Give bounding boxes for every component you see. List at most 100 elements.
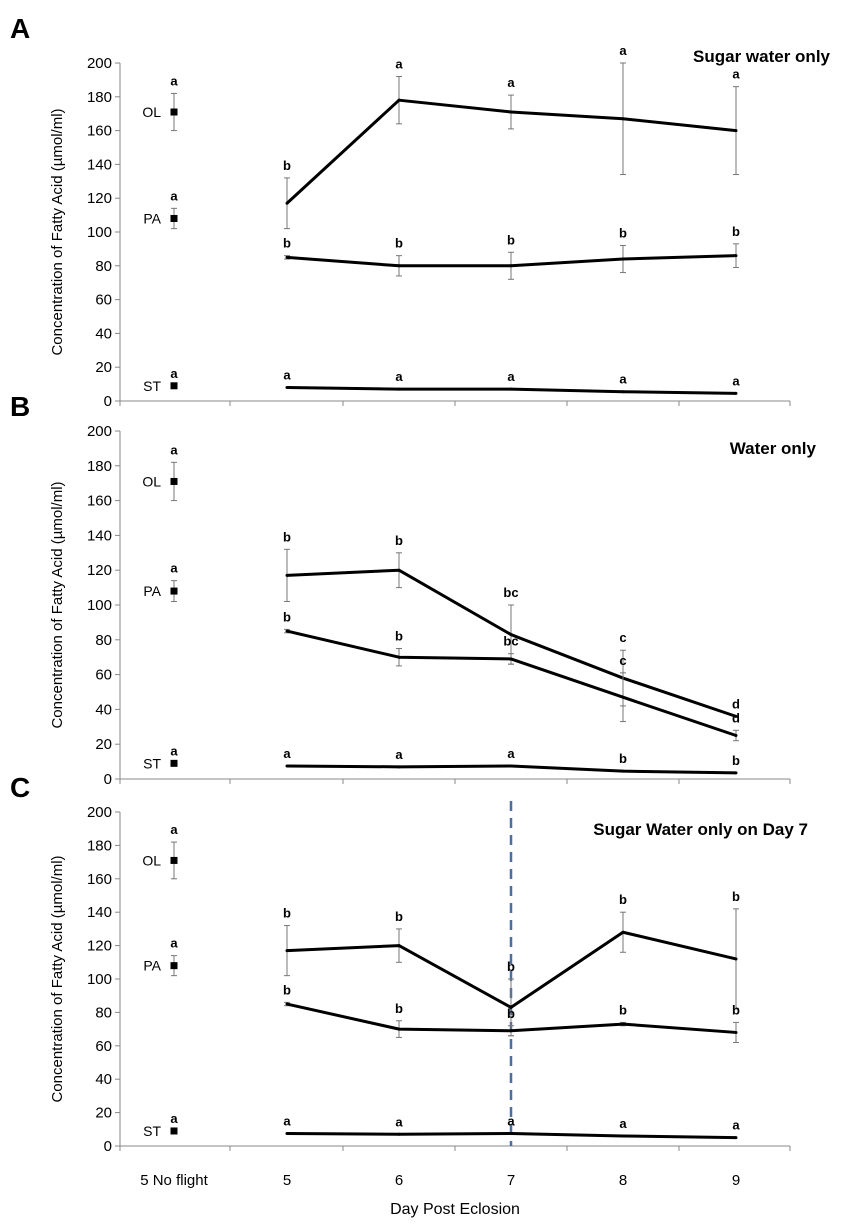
y-tick-label: 200: [87, 804, 112, 821]
control-sig-letter: a: [170, 73, 178, 88]
y-tick-label: 160: [87, 493, 112, 510]
y-tick-label: 160: [87, 123, 112, 140]
y-tick-label: 100: [87, 597, 112, 614]
x-tick-label: 8: [619, 1172, 627, 1189]
data-point-pa: [397, 264, 401, 268]
y-tick-label: 80: [95, 258, 112, 275]
control-sig-letter: a: [170, 1111, 178, 1126]
sig-letter: b: [619, 892, 627, 907]
data-point-ol: [734, 129, 738, 133]
data-point-pa: [509, 657, 513, 661]
y-tick-label: 200: [87, 423, 112, 440]
data-point-pa: [734, 734, 738, 737]
y-tick-label: 120: [87, 562, 112, 579]
data-point-ol: [285, 573, 289, 577]
data-point-ol: [734, 957, 738, 961]
y-tick-label: 160: [87, 871, 112, 888]
data-point-st: [621, 769, 625, 773]
y-tick-label: 120: [87, 938, 112, 955]
sig-letter: a: [283, 746, 291, 761]
y-tick-label: 80: [95, 632, 112, 649]
control-label-st: ST: [143, 1123, 161, 1139]
data-point-st: [621, 390, 625, 394]
panel-title: Sugar water only: [693, 47, 831, 66]
sig-letter: c: [619, 653, 626, 668]
y-axis-label: Concentration of Fatty Acid (µmol/ml): [49, 481, 66, 728]
data-point-st: [621, 1134, 625, 1138]
control-sig-letter: a: [170, 366, 178, 381]
y-tick-label: 140: [87, 527, 112, 544]
data-point-ol: [285, 201, 289, 205]
y-tick-label: 40: [95, 325, 112, 342]
control-label-ol: OL: [142, 852, 161, 868]
data-point-pa: [285, 1002, 289, 1006]
control-point-pa: [170, 962, 178, 970]
sig-letter: a: [507, 1113, 515, 1128]
sig-letter: b: [283, 158, 291, 173]
data-point-st: [509, 1131, 513, 1135]
data-point-ol: [509, 110, 513, 114]
data-point-pa: [397, 655, 401, 659]
data-point-st: [509, 387, 513, 391]
sig-letter: b: [619, 226, 627, 241]
y-tick-label: 100: [87, 224, 112, 241]
control-sig-letter: a: [170, 188, 178, 203]
sig-letter: a: [732, 373, 740, 388]
sig-letter: b: [283, 236, 291, 251]
y-tick-label: 60: [95, 292, 112, 309]
control-point-st: [170, 759, 178, 767]
y-tick-label: 60: [95, 1038, 112, 1055]
data-point-ol: [397, 98, 401, 102]
sig-letter: b: [283, 529, 291, 544]
y-tick-label: 180: [87, 837, 112, 854]
data-point-ol: [621, 930, 625, 934]
sig-letter: b: [732, 889, 740, 904]
x-tick-label: 5: [283, 1172, 291, 1189]
data-point-st: [285, 764, 289, 768]
sig-letter: a: [395, 747, 403, 762]
y-tick-label: 120: [87, 190, 112, 207]
y-tick-label: 60: [95, 667, 112, 684]
control-label-pa: PA: [143, 210, 161, 226]
sig-letter: a: [507, 75, 515, 90]
y-tick-label: 200: [87, 55, 112, 72]
y-tick-label: 180: [87, 89, 112, 106]
sig-letter: bc: [503, 585, 518, 600]
control-label-pa: PA: [143, 958, 161, 974]
data-point-ol: [285, 949, 289, 953]
y-tick-label: 0: [104, 393, 112, 410]
sig-letter: b: [283, 906, 291, 921]
control-point-st: [170, 1127, 178, 1135]
sig-letter: b: [283, 609, 291, 624]
sig-letter: b: [395, 909, 403, 924]
data-point-pa: [509, 264, 513, 268]
y-tick-label: 140: [87, 904, 112, 921]
data-point-pa: [621, 257, 625, 261]
sig-letter: b: [619, 751, 627, 766]
y-tick-label: 80: [95, 1004, 112, 1021]
sig-letter: b: [619, 1002, 627, 1017]
sig-letter: b: [395, 1001, 403, 1016]
control-label-ol: OL: [142, 104, 161, 120]
data-point-st: [397, 387, 401, 391]
data-point-pa: [397, 1027, 401, 1031]
data-point-st: [734, 391, 738, 395]
y-axis-label: Concentration of Fatty Acid (µmol/ml): [49, 855, 66, 1102]
sig-letter: d: [732, 710, 740, 725]
data-point-pa: [621, 1022, 625, 1026]
control-sig-letter: a: [170, 561, 178, 576]
y-tick-label: 20: [95, 359, 112, 376]
sig-letter: b: [395, 236, 403, 251]
sig-letter: a: [283, 367, 291, 382]
y-tick-label: 180: [87, 458, 112, 475]
sig-letter: bc: [503, 634, 518, 649]
sig-letter: a: [619, 372, 627, 387]
panel-title: Sugar Water only on Day 7: [593, 820, 808, 839]
y-tick-label: 140: [87, 156, 112, 173]
control-point-ol: [170, 856, 178, 864]
data-point-st: [734, 771, 738, 775]
control-sig-letter: a: [170, 822, 178, 837]
sig-letter: b: [283, 982, 291, 997]
control-label-st: ST: [143, 378, 161, 394]
